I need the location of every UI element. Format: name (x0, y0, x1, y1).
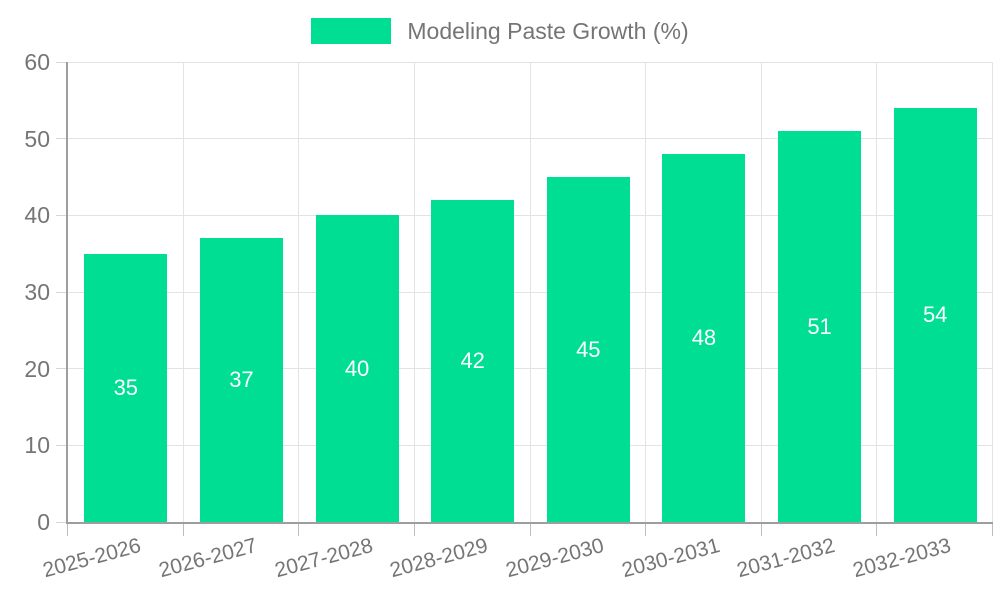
y-axis-tick (56, 61, 68, 63)
bar-value-label: 45 (576, 336, 601, 362)
legend-label: Modeling Paste Growth (%) (407, 18, 689, 44)
bar[interactable]: 37 (199, 238, 283, 522)
y-tick-label: 50 (24, 125, 50, 152)
gridline-horizontal (68, 291, 993, 293)
x-tick-label: 2030-2031 (618, 534, 722, 583)
x-axis-tick (529, 522, 531, 536)
bar-value-label: 37 (229, 367, 254, 393)
y-tick-label: 0 (37, 509, 50, 535)
x-axis-tick (413, 522, 415, 536)
bar[interactable]: 45 (546, 177, 630, 522)
gridline-horizontal (68, 61, 993, 63)
gridline-vertical (413, 62, 415, 522)
bar[interactable]: 51 (778, 131, 862, 522)
y-tick-label: 20 (24, 355, 50, 382)
x-axis-tick (760, 522, 762, 536)
legend-item[interactable]: Modeling Paste Growth (%) (0, 16, 1000, 46)
gridline-vertical (182, 62, 184, 522)
x-tick-label: 2025-2026 (40, 534, 144, 583)
x-tick-label: 2029-2030 (503, 534, 607, 583)
bar[interactable]: 40 (315, 215, 399, 522)
x-axis-tick (876, 522, 878, 536)
x-tick-label: 2028-2029 (387, 534, 491, 583)
y-axis-tick (56, 291, 68, 293)
y-tick-label: 60 (24, 49, 50, 75)
gridline-vertical (992, 62, 993, 522)
x-axis-tick (992, 522, 993, 536)
bar-value-label: 51 (807, 313, 832, 339)
gridline-vertical (876, 62, 878, 522)
y-tick-label: 10 (24, 432, 50, 459)
gridline-vertical (645, 62, 647, 522)
x-tick-label: 2026-2027 (156, 534, 260, 583)
gridline-horizontal (68, 214, 993, 216)
x-axis-tick (182, 522, 184, 536)
y-axis-tick (56, 138, 68, 140)
x-tick-label: 2032-2033 (850, 534, 954, 583)
x-axis-tick (67, 522, 68, 536)
x-axis-tick (645, 522, 647, 536)
gridline-vertical (529, 62, 531, 522)
x-axis-tick (298, 522, 300, 536)
bar-value-label: 40 (344, 355, 370, 381)
gridline-horizontal (68, 138, 993, 140)
y-axis-tick (56, 444, 68, 446)
bar[interactable]: 35 (84, 253, 168, 522)
gridline-vertical (298, 62, 300, 522)
x-axis-line (66, 522, 993, 524)
bar[interactable]: 42 (431, 200, 515, 522)
gridline-horizontal (68, 368, 993, 370)
y-tick-label: 40 (24, 202, 50, 229)
gridline-vertical (760, 62, 762, 522)
y-axis-tick (56, 368, 68, 370)
y-axis-tick (56, 521, 68, 523)
plot-area: 35 37 40 42 45 48 51 54 (56, 61, 993, 536)
bar[interactable]: 54 (893, 108, 977, 522)
bar-value-label: 35 (113, 374, 139, 400)
legend-swatch-icon (311, 18, 392, 44)
gridline-horizontal (68, 444, 993, 446)
y-axis-line (66, 62, 68, 524)
bar-value-label: 54 (922, 302, 948, 327)
bar-value-label: 42 (460, 348, 485, 373)
x-tick-label: 2031-2032 (734, 534, 838, 583)
x-tick-label: 2027-2028 (272, 534, 376, 583)
bar[interactable]: 48 (662, 154, 746, 522)
y-axis-tick (56, 214, 68, 216)
y-tick-label: 30 (24, 279, 50, 305)
bar-value-label: 48 (691, 325, 717, 350)
